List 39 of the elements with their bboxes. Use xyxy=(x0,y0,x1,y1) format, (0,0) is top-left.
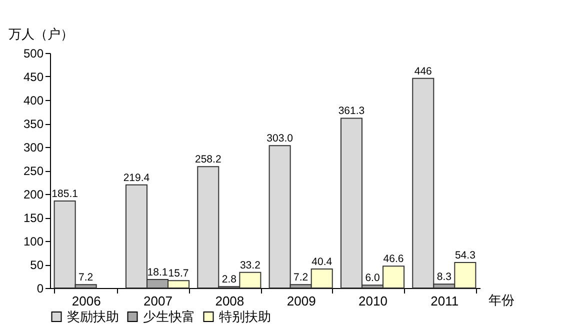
data-label: 7.2 xyxy=(294,272,308,284)
y-tick-label: 100 xyxy=(23,234,44,248)
data-label: 7.2 xyxy=(78,272,94,284)
x-tick-label: 2007 xyxy=(144,294,172,308)
y-tick-label: 450 xyxy=(23,70,44,84)
data-label: 6.0 xyxy=(365,272,380,284)
data-label: 8.3 xyxy=(436,271,452,284)
x-tick-label: 2010 xyxy=(358,294,388,308)
y-tick-label: 0 xyxy=(36,282,44,296)
y-tick-label: 300 xyxy=(23,140,44,154)
y-tick-label: 200 xyxy=(23,188,44,202)
x-tick-label: 2006 xyxy=(72,294,101,308)
y-tick-label: 500 xyxy=(23,46,44,60)
x-tick-label: 2011 xyxy=(430,294,459,308)
data-label: 54.3 xyxy=(454,249,476,262)
y-tick-label: 250 xyxy=(23,164,44,178)
data-label: 18.1 xyxy=(147,266,168,278)
x-tick-label: 2009 xyxy=(286,294,316,308)
data-label: 40.4 xyxy=(312,256,332,268)
legend-label: 特别扶助 xyxy=(219,308,271,324)
legend-label: 奖励扶助 xyxy=(67,308,119,324)
y-tick-label: 150 xyxy=(23,211,44,225)
legend-label: 少生快富 xyxy=(143,308,195,324)
data-label: 446 xyxy=(414,65,432,78)
data-label: 185.1 xyxy=(52,188,78,200)
data-label: 46.6 xyxy=(383,253,404,266)
data-label: 258.2 xyxy=(195,154,222,166)
x-tick-label: 2008 xyxy=(215,294,244,308)
data-label: 33.2 xyxy=(240,259,261,272)
data-label: 2.8 xyxy=(222,274,237,286)
data-label: 361.3 xyxy=(338,105,365,118)
data-label: 219.4 xyxy=(123,172,150,184)
y-tick-label: 50 xyxy=(30,258,44,272)
data-label: 15.7 xyxy=(168,268,189,280)
y-axis-title: 万人（户） xyxy=(8,26,74,42)
y-tick-label: 350 xyxy=(23,117,44,131)
y-tick-label: 400 xyxy=(23,94,44,108)
x-axis-title: 年份 xyxy=(488,292,514,308)
data-label: 303.0 xyxy=(266,132,294,145)
